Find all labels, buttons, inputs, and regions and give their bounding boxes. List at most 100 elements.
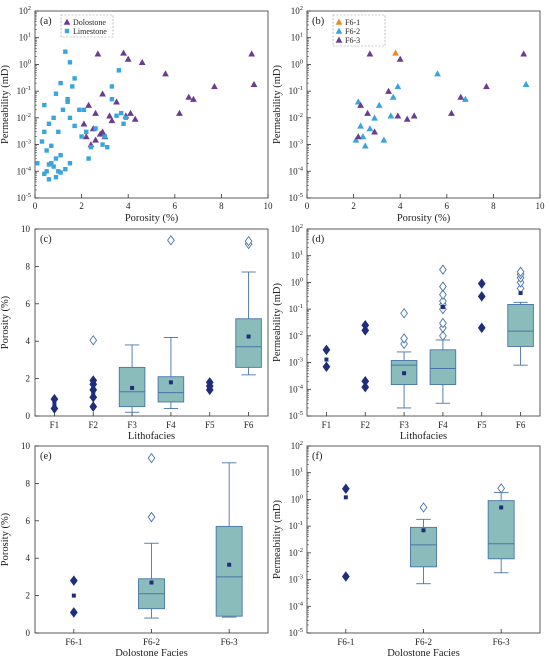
x-axis-label: Dolostone Facies: [387, 648, 460, 659]
legend-label: F6-1: [345, 18, 360, 27]
point-f6-2: [361, 142, 369, 149]
plot-frame: [306, 10, 541, 199]
point-f6-2: [352, 136, 360, 143]
point-limestone: [58, 153, 63, 158]
tick-exponent: -2: [298, 330, 303, 337]
point-dolostone: [162, 70, 169, 77]
tick-base: 10: [17, 86, 27, 96]
point-limestone: [46, 121, 52, 126]
data-point: [322, 344, 331, 356]
point-f6-2: [357, 122, 364, 129]
outlier: [147, 511, 156, 523]
x-tick-label: 2: [351, 201, 356, 211]
point-limestone: [60, 107, 66, 113]
box-group-f3: [390, 308, 418, 409]
mean-marker: [130, 385, 135, 390]
point-limestone: [51, 164, 56, 169]
tick-base: 10: [289, 358, 299, 368]
y-tick-label: 10-4: [289, 600, 304, 611]
box-iqr: [215, 525, 243, 617]
point-limestone: [88, 144, 94, 150]
mean-marker: [207, 384, 212, 389]
tick-base: 10: [291, 6, 301, 16]
data-point: [50, 403, 59, 414]
panel-label: (c): [40, 234, 52, 245]
box-group-f6-1: [341, 483, 350, 582]
y-tick-label: 10-3: [289, 574, 303, 585]
tick-base: 10: [289, 411, 299, 421]
point-f6-3: [410, 112, 418, 119]
y-tick-label: 100: [291, 276, 303, 287]
tick-exponent: 2: [300, 5, 303, 12]
plot-frame: [34, 228, 269, 417]
point-limestone: [56, 129, 61, 135]
point-limestone: [35, 161, 40, 166]
tick-base: 10: [289, 166, 299, 176]
x-axis-label: Lithofacies: [400, 431, 447, 442]
outlier: [439, 264, 447, 275]
box-group-f1: [50, 393, 59, 414]
outlier: [400, 308, 408, 319]
x-tick-label: F2: [360, 420, 370, 430]
tick-base: 10: [19, 33, 29, 43]
panel-label: (a): [40, 16, 52, 27]
outlier: [244, 235, 253, 247]
tick-base: 10: [289, 575, 299, 585]
y-tick-label: 101: [291, 467, 303, 478]
y-axis-label: Porosity (%): [0, 295, 11, 349]
panel-label: (d): [312, 234, 325, 245]
y-tick-label: 101: [291, 250, 303, 261]
data-point: [477, 278, 486, 289]
mean-marker: [168, 380, 173, 385]
tick-exponent: -4: [298, 600, 304, 607]
x-tick-label: F4: [438, 420, 448, 430]
point-limestone: [67, 115, 73, 121]
tick-base: 10: [291, 224, 301, 234]
point-dolostone: [211, 83, 218, 90]
y-axis-label: Permeability (mD): [272, 282, 283, 362]
point-limestone: [53, 175, 59, 180]
box-group-f6-2: [138, 452, 165, 619]
tick-exponent: -1: [298, 303, 303, 310]
mean-marker: [440, 305, 445, 310]
point-f6-3: [396, 55, 404, 62]
panel-label: (b): [312, 16, 325, 27]
tick-base: 10: [291, 468, 301, 478]
mean-marker: [149, 580, 154, 585]
box-group-f6-3: [215, 462, 243, 618]
data-point: [477, 322, 486, 334]
y-tick-label: 10-5: [289, 410, 303, 421]
point-f6-3: [371, 128, 378, 135]
outlier: [400, 338, 408, 350]
y-tick-label: 100: [291, 58, 303, 69]
point-limestone: [109, 84, 115, 89]
point-limestone: [86, 156, 91, 161]
outlier: [167, 234, 175, 246]
tick-exponent: -1: [26, 85, 31, 92]
tick-base: 10: [291, 251, 301, 261]
x-tick-label: F3: [127, 420, 137, 430]
x-tick-label: F1: [322, 420, 332, 430]
tick-exponent: -2: [26, 112, 31, 119]
point-f6-2: [359, 133, 367, 140]
point-f6-1: [392, 49, 399, 56]
mean-marker: [363, 329, 368, 334]
point-limestone: [105, 144, 110, 150]
box-group-f5: [205, 377, 214, 396]
point-limestone: [46, 177, 52, 182]
x-tick-label: 8: [491, 201, 496, 211]
tick-base: 10: [17, 140, 27, 150]
point-dolostone: [108, 117, 116, 124]
tick-exponent: 1: [300, 32, 303, 39]
point-limestone: [67, 60, 73, 65]
point-limestone: [100, 142, 105, 147]
point-limestone: [53, 91, 59, 96]
mean-marker: [227, 562, 232, 567]
tick-base: 10: [19, 59, 29, 69]
legend-marker: [335, 27, 343, 34]
data-point: [361, 375, 370, 387]
point-limestone: [58, 80, 63, 86]
tick-exponent: 2: [300, 440, 303, 447]
